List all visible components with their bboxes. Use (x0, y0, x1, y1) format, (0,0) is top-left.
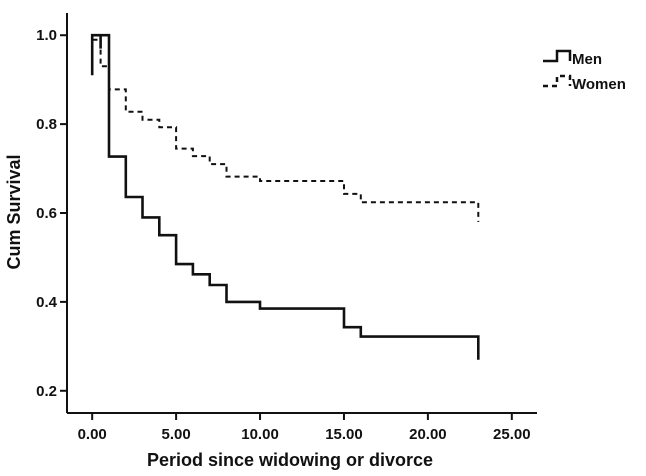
legend-men-swatch (543, 49, 572, 63)
legend: Men Women (543, 49, 626, 93)
y-tick-label: 0.6 (36, 205, 57, 222)
series-line-women (91, 38, 480, 222)
y-ticks: 0.2 0.4 0.6 0.8 1.0 (36, 27, 67, 400)
y-axis-title: Cum Survival (4, 154, 24, 269)
series-line-men (90, 33, 480, 360)
y-tick-label: 0.4 (36, 294, 58, 311)
x-tick-label: 25.00 (493, 426, 531, 443)
x-axis-title: Period since widowing or divorce (147, 450, 433, 470)
x-ticks: 0.00 5.00 10.00 15.00 20.00 25.00 (78, 413, 531, 443)
series-layer (90, 33, 480, 360)
x-tick-label: 0.00 (78, 426, 107, 443)
x-tick-label: 20.00 (409, 426, 447, 443)
y-tick-label: 1.0 (36, 27, 57, 44)
y-tick-label: 0.2 (36, 383, 57, 400)
legend-women-label: Women (572, 76, 626, 93)
y-tick-label: 0.8 (36, 116, 57, 133)
legend-men-label: Men (572, 51, 602, 68)
x-tick-label: 5.00 (162, 426, 191, 443)
x-tick-label: 15.00 (325, 426, 363, 443)
x-tick-label: 10.00 (241, 426, 279, 443)
legend-women-swatch (543, 74, 572, 88)
